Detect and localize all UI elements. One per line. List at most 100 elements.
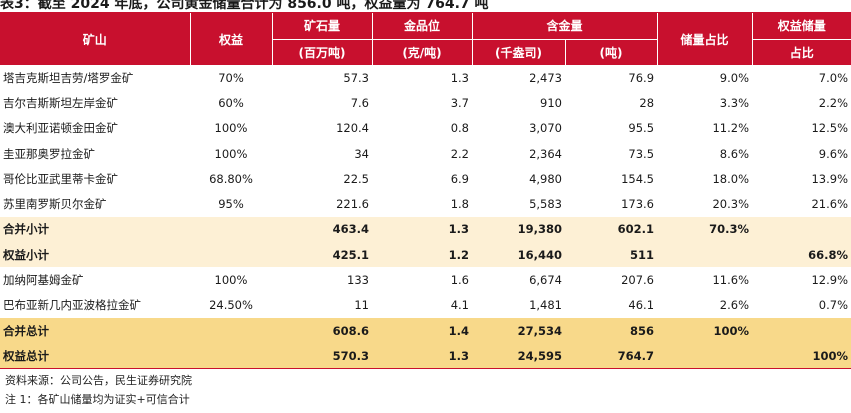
gold-koz-cell: 4,980 [472,166,565,192]
reserve-share-cell: 100% [657,317,753,344]
gold-t-cell: 602.1 [565,216,658,243]
table-row: 苏里南罗斯贝尔金矿 95% 221.6 1.8 5,583 173.6 20.3% 21.6% [0,191,851,217]
table-row: 吉尔吉斯斯坦左岸金矿 60% 7.6 3.7 910 28 3.3% 2.2% [0,90,851,116]
table-row: 哥伦比亚武里蒂卡金矿 68.80% 22.5 6.9 4,980 154.5 18.0% 13… [0,166,851,192]
header-gold-unit-koz: (千盎司) [472,39,566,65]
mine-cell: 权益总计 [0,343,190,370]
equity-cell [190,242,272,268]
mine-cell: 苏里南罗斯贝尔金矿 [0,191,190,217]
ore-cell: 570.3 [272,343,372,370]
gold-t-cell: 856 [565,317,658,344]
grade-cell: 1.2 [372,242,472,268]
grade-cell: 0.8 [372,115,472,141]
gold-koz-cell: 27,534 [472,317,565,344]
ore-cell: 221.6 [272,191,372,217]
grade-cell: 1.3 [372,343,472,370]
header-grade: 金品位 [372,13,473,40]
equity-cell: 70% [190,65,272,91]
reserve-share-cell: 9.0% [657,65,753,91]
gold-koz-cell: 16,440 [472,242,565,268]
grade-cell: 1.8 [372,191,472,217]
subtotal-row: 合并小计 463.4 1.3 19,380 602.1 70.3% [0,216,851,243]
mine-cell: 澳大利亚诺顿金田金矿 [0,115,190,141]
subtotal-row: 权益小计 425.1 1.2 16,440 511 66.8% [0,242,851,268]
header-gold-content: 含金量 [472,13,658,40]
ore-cell: 133 [272,267,372,293]
total-row: 权益总计 570.3 1.3 24,595 764.7 100% [0,343,851,370]
gold-t-cell: 28 [565,90,658,116]
ore-cell: 425.1 [272,242,372,268]
mine-cell: 哥伦比亚武里蒂卡金矿 [0,166,190,192]
equity-reserve-share-cell: 7.0% [752,65,851,91]
equity-cell [190,343,272,370]
ore-cell: 608.6 [272,317,372,344]
gold-koz-cell: 3,070 [472,115,565,141]
reserve-share-cell [657,343,753,370]
table-body: 塔吉克斯坦吉劳/塔罗金矿 70% 57.3 1.3 2,473 76.9 9.0% 7.0% 吉… [0,65,851,370]
gold-t-cell: 154.5 [565,166,658,192]
equity-reserve-share-cell [752,317,851,344]
gold-t-cell: 207.6 [565,267,658,293]
equity-reserve-share-cell: 12.5% [752,115,851,141]
footnote: 注 1：各矿山储量均为证实+可信合计 [5,393,190,406]
gold-t-cell: 173.6 [565,191,658,217]
grade-cell: 4.1 [372,292,472,318]
reserve-share-cell: 70.3% [657,216,753,243]
equity-reserve-share-cell: 100% [752,343,851,370]
header-mine: 矿山 [0,13,191,65]
ore-cell: 11 [272,292,372,318]
grade-cell: 1.3 [372,216,472,243]
mine-cell: 合并总计 [0,317,190,344]
gold-koz-cell: 6,674 [472,267,565,293]
header-ore-unit: (百万吨) [272,39,373,65]
header-equity-reserve: 权益储量 [752,13,851,40]
equity-cell: 100% [190,115,272,141]
equity-reserve-share-cell: 66.8% [752,242,851,268]
equity-reserve-share-cell: 0.7% [752,292,851,318]
equity-reserve-share-cell: 21.6% [752,191,851,217]
mine-cell: 权益小计 [0,242,190,268]
equity-reserve-share-cell: 2.2% [752,90,851,116]
gold-koz-cell: 1,481 [472,292,565,318]
table-row: 澳大利亚诺顿金田金矿 100% 120.4 0.8 3,070 95.5 11.2% 12.5… [0,115,851,141]
grade-cell: 6.9 [372,166,472,192]
gold-koz-cell: 19,380 [472,216,565,243]
reserve-share-cell: 20.3% [657,191,753,217]
title-rule [0,12,851,13]
source-note: 资料来源：公司公告，民生证券研究院 [5,374,192,387]
reserve-share-cell: 11.2% [657,115,753,141]
grade-cell: 2.2 [372,140,472,167]
gold-koz-cell: 910 [472,90,565,116]
ore-cell: 463.4 [272,216,372,243]
mine-cell: 合并小计 [0,216,190,243]
equity-cell: 60% [190,90,272,116]
equity-reserve-share-cell [752,216,851,243]
gold-koz-cell: 2,473 [472,65,565,91]
reserve-share-cell [657,242,753,268]
reserve-share-cell: 8.6% [657,140,753,167]
mine-cell: 加纳阿基姆金矿 [0,267,190,293]
header-equity-reserve-share: 占比 [752,39,851,65]
table-row: 圭亚那奥罗拉金矿 100% 34 2.2 2,364 73.5 8.6% 9.6% [0,140,851,167]
gold-t-cell: 764.7 [565,343,658,370]
ore-cell: 120.4 [272,115,372,141]
equity-cell: 24.50% [190,292,272,318]
gold-t-cell: 73.5 [565,140,658,167]
grade-cell: 3.7 [372,90,472,116]
gold-t-cell: 46.1 [565,292,658,318]
header-gold-unit-t: (吨) [565,39,658,65]
table-row: 巴布亚新几内亚波格拉金矿 24.50% 11 4.1 1,481 46.1 2.6% 0.7% [0,292,851,318]
equity-cell: 100% [190,140,272,167]
gold-t-cell: 511 [565,242,658,268]
equity-reserve-share-cell: 13.9% [752,166,851,192]
table-title: 表3：截至 2024 年底，公司黄金储量合计为 856.0 吨，权益量为 764… [0,0,489,12]
gold-t-cell: 76.9 [565,65,658,91]
grade-cell: 1.6 [372,267,472,293]
mine-cell: 圭亚那奥罗拉金矿 [0,140,190,167]
ore-cell: 57.3 [272,65,372,91]
equity-cell: 95% [190,191,272,217]
total-row: 合并总计 608.6 1.4 27,534 856 100% [0,317,851,344]
table-row: 加纳阿基姆金矿 100% 133 1.6 6,674 207.6 11.6% 12.9% [0,267,851,293]
reserves-table: 矿山 权益 矿石量 金品位 含金量 储量占比 权益储量 (百万吨) (克/吨) … [0,13,851,370]
ore-cell: 22.5 [272,166,372,192]
